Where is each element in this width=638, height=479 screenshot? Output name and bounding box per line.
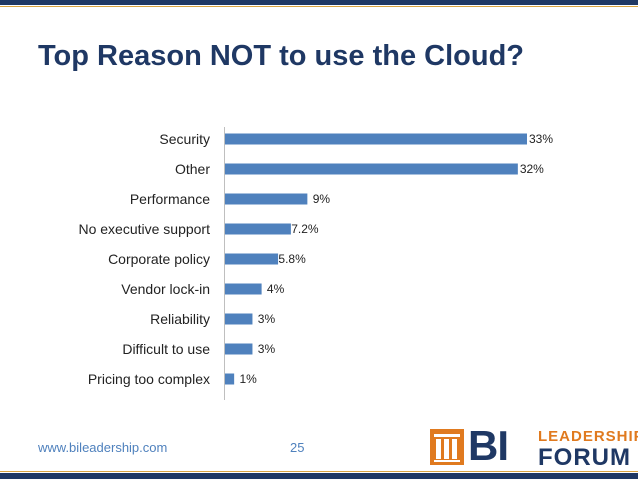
slide-title: Top Reason NOT to use the Cloud? bbox=[38, 40, 525, 72]
bar-other bbox=[225, 163, 518, 175]
bi-leadership-forum-logo: BI LEADERSHIP FORUM bbox=[430, 422, 638, 471]
value-label-vendor-lock-in: 4% bbox=[267, 282, 285, 296]
value-label-pricing-too-complex: 1% bbox=[239, 372, 257, 386]
category-label-performance: Performance bbox=[130, 191, 210, 207]
category-label-security: Security bbox=[159, 131, 210, 147]
top-band bbox=[0, 0, 638, 5]
value-label-no-executive-support: 7.2% bbox=[291, 222, 319, 236]
bar-vendor-lock-in bbox=[225, 283, 262, 295]
bar-corporate-policy bbox=[225, 253, 279, 265]
category-label-other: Other bbox=[175, 161, 210, 177]
category-label-difficult-to-use: Difficult to use bbox=[122, 341, 210, 357]
value-label-corporate-policy: 5.8% bbox=[278, 252, 306, 266]
bottom-band bbox=[0, 473, 638, 479]
category-label-reliability: Reliability bbox=[150, 311, 210, 327]
value-label-other: 32% bbox=[520, 162, 544, 176]
category-label-no-executive-support: No executive support bbox=[78, 221, 210, 237]
value-label-security: 33% bbox=[529, 132, 553, 146]
category-label-vendor-lock-in: Vendor lock-in bbox=[121, 281, 210, 297]
value-label-difficult-to-use: 3% bbox=[258, 342, 276, 356]
top-accent-line bbox=[0, 6, 638, 7]
column-logo-icon bbox=[430, 429, 464, 465]
value-label-performance: 9% bbox=[313, 192, 331, 206]
bar-reliability bbox=[225, 313, 253, 325]
footer-url[interactable]: www.bileadership.com bbox=[38, 440, 168, 455]
category-label-pricing-too-complex: Pricing too complex bbox=[88, 371, 210, 387]
page-number: 25 bbox=[290, 440, 305, 455]
bar-security bbox=[225, 133, 527, 145]
bar-difficult-to-use bbox=[225, 343, 253, 355]
bar-pricing-too-complex bbox=[225, 373, 235, 385]
logo-bi-text: BI bbox=[468, 422, 509, 469]
logo-forum-text: FORUM bbox=[538, 444, 631, 471]
category-label-corporate-policy: Corporate policy bbox=[108, 251, 210, 267]
bottom-accent-line bbox=[0, 471, 638, 472]
value-label-reliability: 3% bbox=[258, 312, 276, 326]
bar-performance bbox=[225, 193, 308, 205]
logo-leadership-text: LEADERSHIP bbox=[538, 428, 638, 445]
bar-no-executive-support bbox=[225, 223, 291, 235]
